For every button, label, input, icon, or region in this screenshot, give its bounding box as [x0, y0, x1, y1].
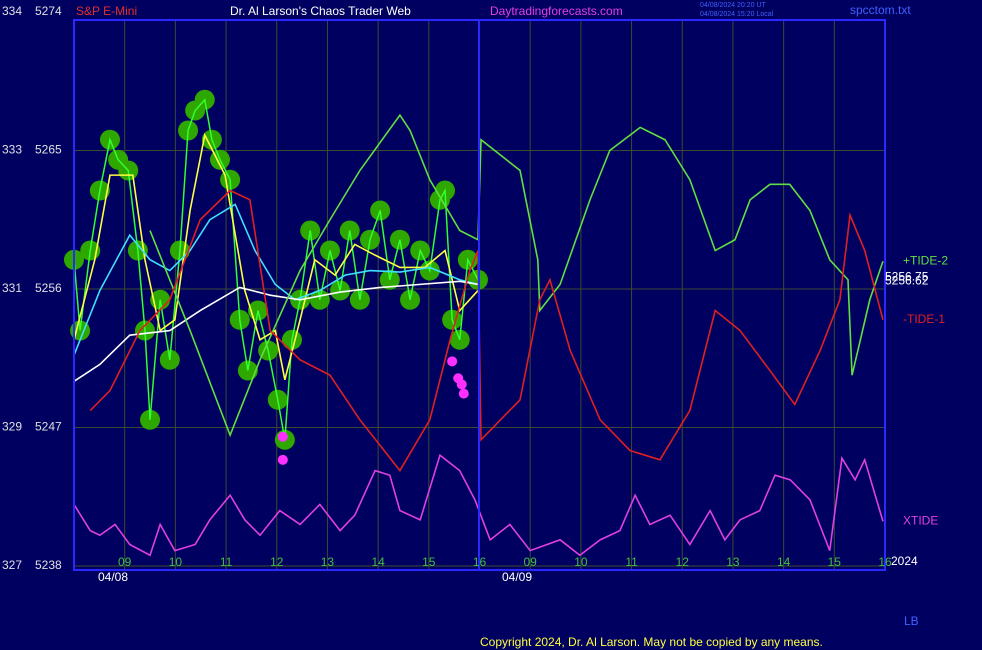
x-tick-label: 16: [878, 555, 892, 569]
x-tick-label: 10: [574, 555, 588, 569]
page-title: Dr. Al Larson's Chaos Trader Web: [230, 4, 411, 18]
x-tick-label: 14: [777, 555, 791, 569]
series-line: [73, 98, 479, 440]
dot: [447, 356, 458, 367]
x-tick-label: 15: [422, 555, 436, 569]
series-label: XTIDE: [903, 514, 938, 528]
x-tick-label: 11: [220, 555, 233, 569]
x-tick-label: 14: [371, 555, 385, 569]
site: Daytradingforecasts.com: [490, 4, 623, 18]
series-line: [73, 132, 479, 380]
series-label: +TIDE-2: [903, 253, 948, 267]
x-tick-label: 13: [726, 555, 740, 569]
x-tick-label: 12: [676, 555, 690, 569]
price-label: 5256.62: [885, 274, 929, 288]
year: 2024: [891, 554, 918, 568]
y-tick-prefix: 331: [2, 281, 22, 295]
series-line: [73, 280, 479, 383]
date-label: 04/08: [98, 570, 128, 584]
y-tick-label: 5274: [35, 4, 62, 18]
copyright: Copyright 2024, Dr. Al Larson. May not b…: [480, 635, 823, 649]
x-tick-label: 10: [169, 555, 183, 569]
y-tick-prefix: 333: [2, 143, 22, 157]
series-label: -TIDE-1: [903, 312, 945, 326]
y-tick-prefix: 327: [2, 558, 22, 572]
y-tick-label: 5265: [35, 143, 62, 157]
corner-label: LB: [904, 614, 919, 628]
date-label: 04/09: [502, 570, 532, 584]
y-tick-prefix: 334: [2, 4, 22, 18]
y-tick-label: 5247: [35, 420, 62, 434]
x-tick-label: 09: [118, 555, 132, 569]
y-tick-label: 5238: [35, 558, 62, 572]
dot: [458, 388, 469, 399]
y-tick-prefix: 329: [2, 420, 22, 434]
series-line: [73, 203, 479, 356]
series-line: [89, 189, 884, 473]
x-tick-label: 15: [828, 555, 842, 569]
x-tick-label: 13: [321, 555, 335, 569]
price-label: 5256.75: [885, 270, 929, 284]
time-ut: 04/08/2024 20:20 UT: [700, 2, 766, 9]
dot: [277, 454, 288, 465]
y-tick-label: 5256: [35, 281, 62, 295]
instrument: S&P E-Mini: [76, 4, 137, 18]
x-tick-label: 12: [270, 555, 284, 569]
dot: [277, 431, 288, 442]
dot: [456, 379, 467, 390]
x-tick-label: 16: [473, 555, 487, 569]
series-line: [149, 113, 884, 438]
marks: [64, 89, 884, 557]
file-name: spcctom.txt: [850, 3, 911, 17]
x-tick-label: 11: [625, 555, 638, 569]
time-local: 04/08/2024 15:20 Local: [700, 11, 774, 18]
x-tick-label: 09: [524, 555, 538, 569]
series-line: [73, 453, 884, 557]
